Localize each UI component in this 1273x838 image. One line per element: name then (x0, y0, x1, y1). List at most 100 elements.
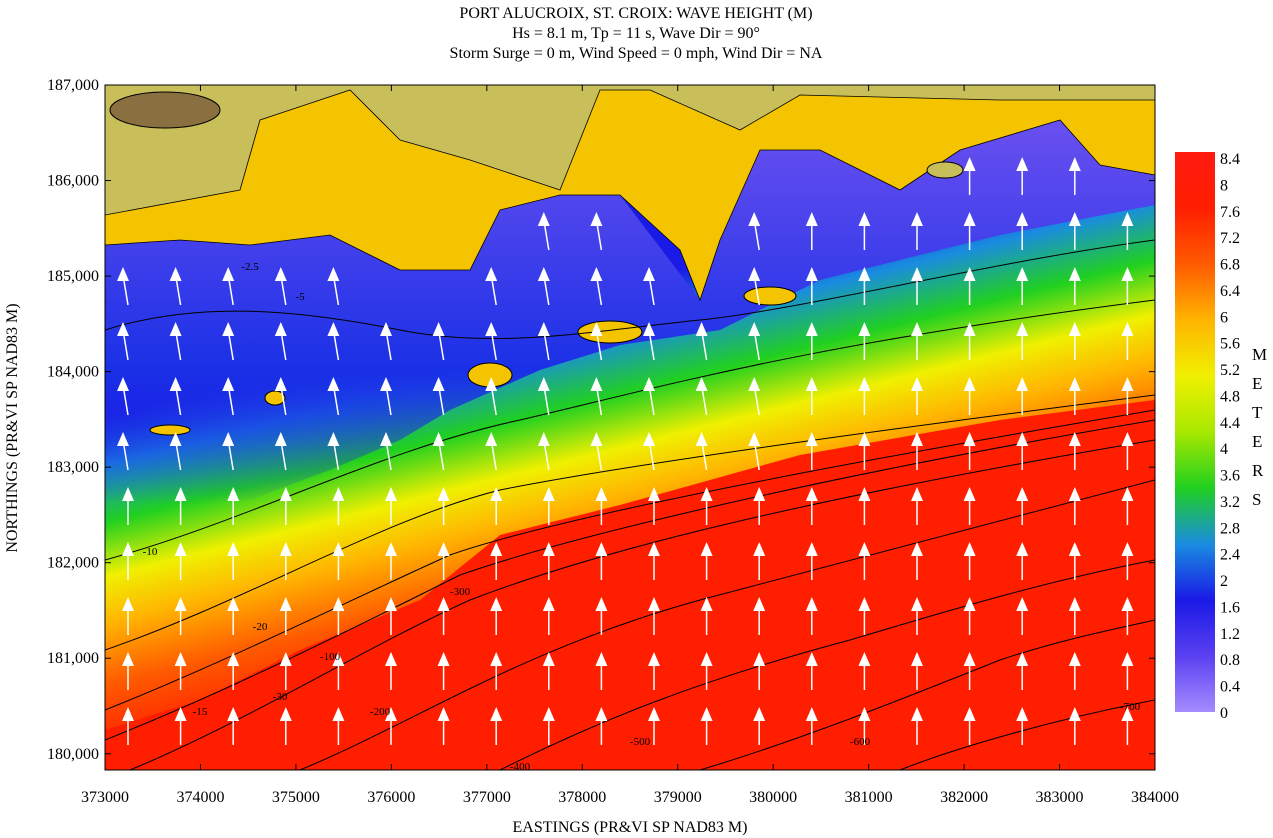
shallow-water (105, 120, 1155, 505)
wave-arrow-head (748, 267, 761, 281)
y-tick-label: 181,000 (47, 650, 99, 667)
wave-arrow-head (911, 212, 923, 226)
colorbar-tick-label: 6 (1220, 309, 1228, 326)
contours (105, 239, 1155, 770)
colorbar-tick-label: 3.2 (1220, 494, 1240, 511)
wave-arrow-head (174, 652, 187, 666)
wave-arrow-head (279, 487, 292, 501)
wave-arrow-head (805, 597, 818, 611)
colorbar-tick-label: 8.4 (1220, 151, 1240, 168)
wave-arrow-head (911, 377, 923, 391)
wave-arrow-head (590, 212, 603, 226)
y-tick-label: 182,000 (47, 555, 99, 572)
wave-arrow-head (911, 542, 923, 556)
island (149, 424, 191, 436)
highland (105, 85, 1155, 216)
wave-arrow-head (695, 432, 708, 446)
wave-arrow-head (327, 432, 340, 446)
wave-arrow-head (595, 652, 608, 666)
contour-label: -2.5 (241, 261, 259, 273)
wave-arrow-head (963, 707, 976, 721)
wave-arrow-head (963, 377, 976, 391)
wave-arrow-head (490, 597, 503, 611)
contour-line (129, 439, 1155, 770)
wave-arrow-head (385, 487, 397, 501)
wave-arrow-head (700, 487, 713, 501)
wave-arrow-head (437, 707, 450, 721)
wave-arrow-head (385, 652, 397, 666)
colorbar-tick-label: 2 (1220, 573, 1228, 590)
wave-arrow-head (174, 487, 187, 501)
wave-arrow-head (432, 377, 445, 391)
wave-arrow-head (1016, 597, 1029, 611)
wave-arrow-head (1121, 267, 1134, 281)
colorbar-label: METERS (1252, 345, 1268, 509)
wave-arrow-head (590, 377, 603, 391)
wave-arrow-head (700, 542, 713, 556)
colorbar-tick-label: 1.6 (1220, 599, 1240, 616)
contour-line (299, 479, 1155, 770)
wave-arrow-head (432, 322, 445, 336)
wave-arrow-head (169, 322, 182, 336)
colorbar-tick-label: 5.2 (1220, 362, 1240, 379)
x-axis-label: EASTINGS (PR&VI SP NAD83 M) (513, 819, 748, 836)
wave-arrow-head (858, 377, 871, 391)
colorbar (1175, 152, 1215, 712)
contour-label: -200 (370, 706, 391, 718)
wave-arrow-head (1016, 267, 1029, 281)
wave-arrow-head (327, 377, 340, 391)
wave-arrow-head (963, 267, 976, 281)
wave-arrow-head (222, 432, 235, 446)
colorbar-tick-label: 4.4 (1220, 415, 1240, 432)
wave-arrow-head (858, 597, 871, 611)
wave-arrow-head (1016, 212, 1029, 226)
wave-arrow-head (537, 322, 550, 336)
wave-arrow-head (1068, 597, 1081, 611)
x-tick-label: 384000 (1131, 789, 1179, 806)
wave-arrow-head (332, 542, 345, 556)
colorbar-tick-label: 0 (1220, 705, 1228, 722)
wave-arrow-head (911, 322, 923, 336)
wave-arrow-head (1068, 487, 1081, 501)
wave-arrow-head (380, 432, 392, 446)
wave-arrow-head (117, 322, 129, 336)
y-tick-label: 180,000 (47, 746, 99, 763)
wave-arrow-head (963, 542, 976, 556)
chart-subtitle: Storm Surge = 0 m, Wind Speed = 0 mph, W… (450, 45, 823, 62)
wave-arrow-head (542, 542, 555, 556)
wave-arrow-head (279, 542, 292, 556)
wave-arrow-head (274, 432, 287, 446)
wave-arrow-head (1068, 707, 1081, 721)
wave-arrow-head (805, 322, 818, 336)
wave-arrow-head (117, 267, 129, 281)
wave-arrow-head (490, 707, 503, 721)
wave-arrow-head (122, 487, 134, 501)
wave-arrow-head (648, 707, 660, 721)
colorbar-tick-label: 2.8 (1220, 520, 1240, 537)
wave-arrow-head (279, 597, 292, 611)
wave-arrow-head (695, 322, 708, 336)
wave-arrow-head (437, 487, 450, 501)
contour-line (699, 619, 1155, 770)
wave-arrow-head (537, 432, 550, 446)
wave-arrow-head (858, 322, 871, 336)
wave-arrow-head (169, 377, 182, 391)
wave-arrow-head (537, 212, 550, 226)
wave-arrow-head (1068, 322, 1081, 336)
wave-arrow-head (380, 322, 392, 336)
wave-arrow-head (327, 322, 340, 336)
wave-arrow-head (117, 377, 129, 391)
island (926, 161, 964, 179)
wave-arrow-head (643, 267, 655, 281)
wave-arrow-head (1068, 267, 1081, 281)
wave-arrow-head (385, 707, 397, 721)
wave-arrow-head (485, 267, 498, 281)
plot-frame (104, 84, 1156, 771)
wave-arrow-head (858, 707, 871, 721)
wave-arrow-head (595, 707, 608, 721)
wave-arrow-head (1121, 597, 1134, 611)
wave-arrow-head (1121, 707, 1134, 721)
y-tick-label: 183,000 (47, 459, 99, 476)
contour-line (105, 419, 1155, 741)
